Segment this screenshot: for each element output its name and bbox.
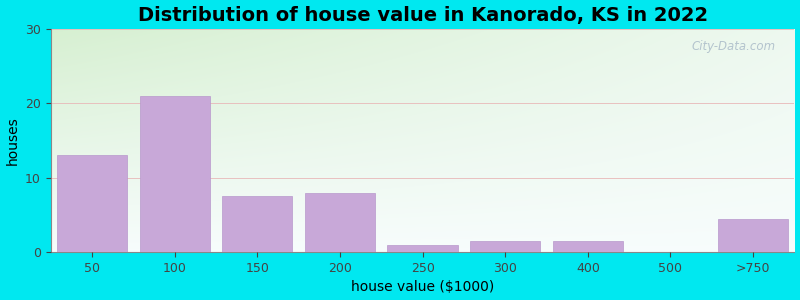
Text: City-Data.com: City-Data.com [692,40,776,53]
Bar [305,193,375,252]
Title: Distribution of house value in Kanorado, KS in 2022: Distribution of house value in Kanorado,… [138,6,708,25]
Bar [139,96,210,252]
Bar [222,196,293,252]
Bar [718,219,788,252]
Bar [57,155,127,252]
Bar [553,241,623,252]
X-axis label: house value ($1000): house value ($1000) [351,280,494,294]
Bar [387,245,458,252]
Y-axis label: houses: houses [6,116,19,165]
Bar [470,241,540,252]
